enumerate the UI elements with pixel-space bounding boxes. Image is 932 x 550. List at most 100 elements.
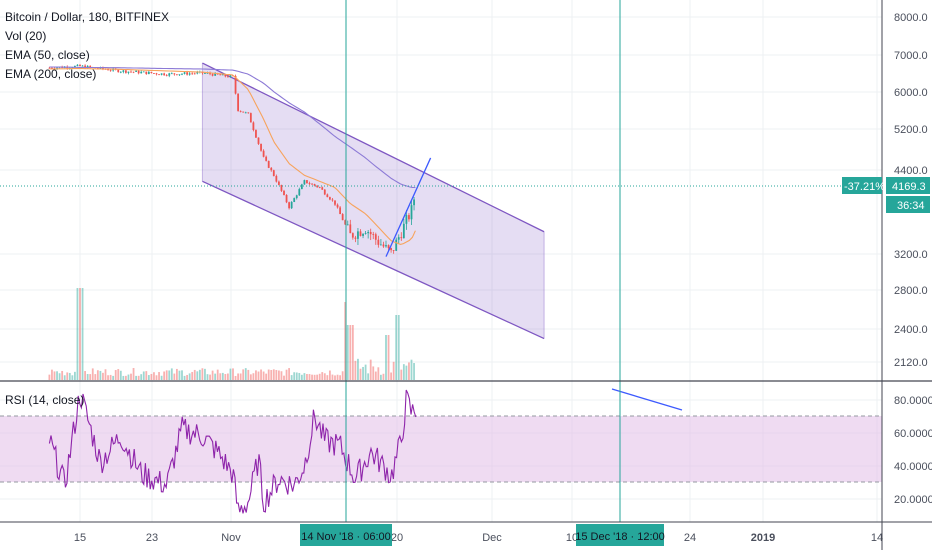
volume-bar (344, 302, 347, 380)
time-tick: Dec (482, 532, 502, 544)
volume-bar (229, 368, 232, 380)
volume-bar (374, 371, 377, 380)
candle-body (308, 183, 311, 184)
candle-body (178, 74, 181, 76)
candle-body (367, 232, 370, 234)
candle-body (249, 113, 252, 123)
volume-bar (298, 372, 301, 380)
volume-bar (109, 374, 112, 380)
candlesticks (48, 64, 415, 254)
candle-body (293, 198, 296, 202)
price-tick: 3200.0 (894, 249, 928, 261)
volume-bar (346, 325, 349, 380)
candle-body (385, 245, 387, 247)
candle-body (374, 234, 377, 240)
volume-bar (410, 359, 413, 380)
volume-bar (209, 374, 211, 380)
rsi-line (48, 389, 417, 514)
volume-histogram (48, 288, 415, 380)
candle-body (181, 73, 183, 75)
candle-body (260, 143, 262, 151)
legend-symbol[interactable]: Bitcoin / Dollar, 180, BITFINEX (5, 10, 169, 24)
volume-bar (211, 370, 214, 380)
volume-bar (178, 370, 181, 380)
time-axis[interactable]: 15 23 Nov 20 Dec 10 24 2019 14 (74, 532, 883, 544)
candle-body (153, 73, 155, 74)
candle-body (79, 64, 81, 67)
volume-bar (402, 364, 405, 380)
volume-bar (158, 372, 160, 380)
volume-bar (227, 373, 229, 380)
candle-body (318, 187, 321, 188)
candle-body (206, 72, 209, 74)
candle-body (48, 67, 51, 69)
candle-body (214, 73, 217, 76)
time-tick: 10 (566, 532, 578, 544)
volume-bar (359, 368, 362, 380)
candle-body (336, 204, 339, 208)
rsi-trendline (611, 388, 683, 411)
volume-bar (221, 372, 224, 380)
candle-body (168, 73, 171, 76)
candle-body (237, 93, 239, 111)
volume-bar (265, 373, 268, 380)
legend-ema200[interactable]: EMA (200, close) (5, 67, 96, 81)
rsi-band-fill (0, 416, 882, 482)
candle-body (186, 72, 188, 75)
legend-rsi[interactable]: RSI (14, close) (5, 393, 84, 407)
countdown-badge: 36:34 (897, 200, 925, 212)
volume-bar (364, 364, 367, 380)
candle-body (329, 197, 331, 200)
volume-bar (397, 315, 400, 380)
time-tick: 24 (684, 532, 696, 544)
candle-body (298, 189, 301, 196)
volume-bar (219, 373, 222, 380)
volume-bar (341, 371, 344, 380)
legend-volume[interactable]: Vol (20) (5, 29, 46, 43)
volume-bar (308, 374, 311, 380)
candle-body (239, 110, 242, 112)
ema-lines (49, 66, 416, 245)
candle-body (316, 185, 319, 188)
candle-body (288, 202, 290, 209)
candle-body (76, 64, 79, 66)
volume-bar (336, 374, 339, 380)
candle-body (183, 72, 186, 74)
volume-bar (249, 374, 252, 380)
candle-body (395, 239, 398, 251)
volume-bar (165, 370, 168, 380)
candle-body (369, 232, 372, 235)
volume-bar (334, 375, 336, 380)
price-scale[interactable]: 8000.0 7000.0 6000.0 5200.0 4400.0 3200.… (894, 12, 928, 369)
candle-body (306, 180, 308, 184)
volume-bar (155, 375, 158, 380)
rsi-scale[interactable]: 80.0000 60.0000 40.0000 20.0000 (894, 395, 932, 506)
trendlines[interactable] (385, 157, 432, 257)
volume-bar (267, 369, 270, 380)
volume-bar (216, 369, 219, 380)
legend-ema50[interactable]: EMA (50, close) (5, 48, 90, 62)
volume-bar (400, 369, 403, 380)
volume-bar (91, 368, 94, 380)
time-tick: 2019 (751, 532, 775, 544)
candle-body (252, 122, 255, 131)
volume-bar (326, 375, 329, 380)
volume-bar (357, 358, 359, 380)
candle-body (392, 250, 395, 251)
candle-body (135, 70, 137, 72)
volume-bar (53, 371, 56, 380)
candle-body (405, 215, 408, 224)
candle-body (377, 239, 380, 245)
volume-bar (405, 365, 408, 380)
volume-bar (242, 369, 245, 380)
rsi-tick: 20.0000 (894, 494, 932, 506)
candle-body (323, 189, 326, 195)
price-channel[interactable] (201, 62, 545, 340)
volume-bar (66, 372, 69, 380)
candle-body (372, 234, 375, 235)
candle-body (313, 184, 316, 186)
volume-bar (354, 360, 357, 380)
price-tick: 8000.0 (894, 12, 928, 24)
candle-body (364, 233, 367, 234)
